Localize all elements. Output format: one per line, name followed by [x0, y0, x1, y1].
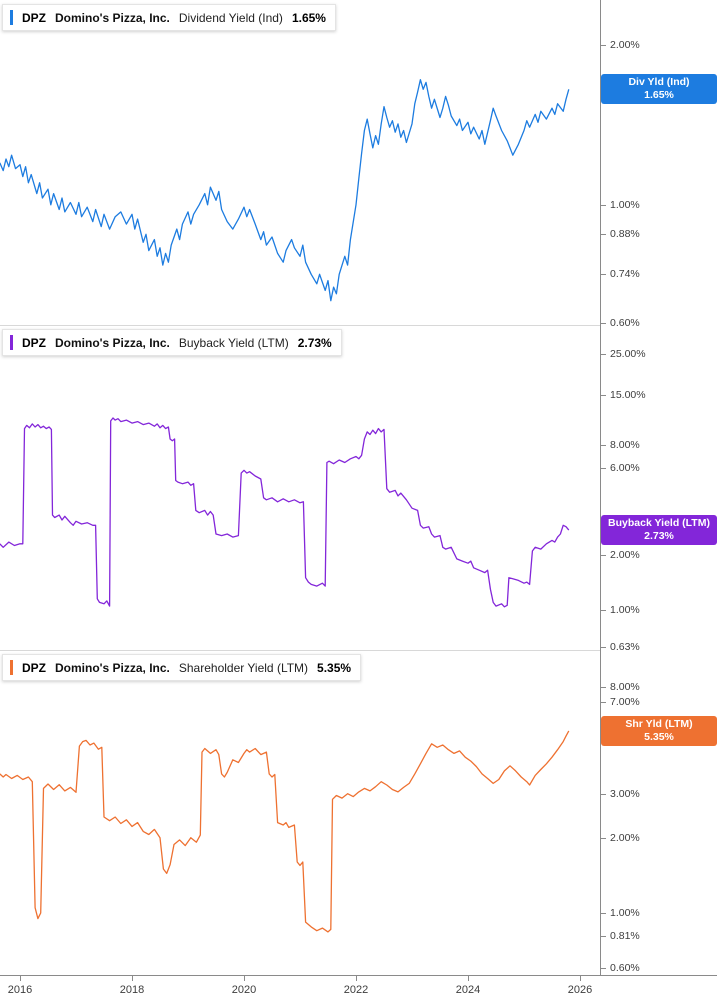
x-axis-tick [580, 976, 581, 981]
buyback-yield-panel: DPZ Domino's Pizza, Inc. Buyback Yield (… [0, 325, 600, 650]
metric-value-label: 2.73% [297, 335, 332, 350]
y-axis-tick-label: 0.60% [601, 961, 640, 975]
legend-buyback-yield[interactable]: DPZ Domino's Pizza, Inc. Buyback Yield (… [2, 329, 342, 356]
x-axis-tick [131, 976, 133, 981]
legend-color-bar [10, 660, 13, 675]
x-axis-label: 2026 [567, 984, 593, 996]
series-line [0, 79, 570, 302]
metric-value-label: 5.35% [317, 660, 352, 675]
buyback-yield-line-chart[interactable] [0, 325, 600, 650]
ticker-label: DPZ [22, 10, 46, 25]
x-axis-label: 2018 [119, 984, 145, 996]
x-axis-label: 2022 [343, 984, 369, 996]
ticker-label: DPZ [22, 660, 46, 675]
buyback-yield-value-badge: Buyback Yield (LTM) 2.73% [601, 515, 717, 546]
legend-color-bar [10, 335, 13, 350]
y-axis-tick-label: 0.81% [601, 929, 640, 943]
x-axis-tick [468, 976, 469, 981]
y-axis-tick-label: 2.00% [601, 548, 640, 562]
y-axis-tick-label: 2.00% [601, 38, 640, 52]
company-name-label: Domino's Pizza, Inc. [55, 335, 170, 350]
x-axis-tick [19, 976, 21, 981]
panel-separator [0, 650, 600, 651]
x-axis-tick [356, 976, 357, 981]
dividend-yield-line-chart[interactable] [0, 0, 600, 325]
legend-shareholder-yield[interactable]: DPZ Domino's Pizza, Inc. Shareholder Yie… [2, 654, 362, 681]
metric-name-label: Shareholder Yield (LTM) [178, 660, 309, 675]
ticker-label: DPZ [22, 335, 46, 350]
panel-separator [0, 325, 600, 326]
x-axis-label: 2016 [7, 984, 33, 996]
badge-value-label: 5.35% [644, 730, 674, 743]
shareholder-yield-value-badge: Shr Yld (LTM) 5.35% [601, 715, 717, 746]
y-axis-tick-label: 8.00% [601, 438, 640, 452]
metric-name-label: Buyback Yield (LTM) [178, 335, 289, 350]
legend-color-bar [10, 10, 13, 25]
badge-metric-label: Div Yld (Ind) [628, 76, 690, 89]
series-line [0, 730, 570, 933]
y-axis-tick-label: 25.00% [601, 347, 646, 361]
y-axis-tick-label: 7.00% [601, 695, 640, 709]
y-axis-tick-label: 2.00% [601, 831, 640, 845]
x-axis: 2016 2018 2020 2022 2024 2026 [0, 975, 717, 1005]
company-name-label: Domino's Pizza, Inc. [55, 660, 170, 675]
metric-name-label: Dividend Yield (Ind) [178, 10, 283, 25]
metric-value-label: 1.65% [291, 10, 326, 25]
y-axis-tick-label: 6.00% [601, 461, 640, 475]
dividend-yield-panel: DPZ Domino's Pizza, Inc. Dividend Yield … [0, 0, 600, 325]
series-line [0, 417, 570, 608]
badge-metric-label: Shr Yld (LTM) [625, 717, 693, 730]
badge-metric-label: Buyback Yield (LTM) [608, 517, 710, 530]
y-axis-tick-label: 1.00% [601, 198, 640, 212]
y-axis-tick-label: 1.00% [601, 906, 640, 920]
dividend-yield-value-badge: Div Yld (Ind) 1.65% [601, 74, 717, 105]
y-axis-tick-label: 1.00% [601, 603, 640, 617]
x-axis-label: 2020 [231, 984, 257, 996]
y-axis-tick-label: 0.74% [601, 267, 640, 281]
x-axis-tick [243, 976, 245, 981]
y-axis-tick-label: 3.00% [601, 787, 640, 801]
shareholder-yield-line-chart[interactable] [0, 650, 600, 975]
y-axis-tick-label: 0.60% [601, 316, 640, 330]
y-axis-column: Div Yld (Ind) 1.65% Buyback Yield (LTM) … [600, 0, 717, 975]
y-axis-tick-label: 0.88% [601, 227, 640, 241]
y-axis-tick-label: 0.63% [601, 640, 640, 654]
badge-value-label: 1.65% [644, 89, 674, 102]
x-axis-label: 2024 [455, 984, 481, 996]
y-axis-tick-label: 8.00% [601, 680, 640, 694]
company-name-label: Domino's Pizza, Inc. [55, 10, 170, 25]
legend-dividend-yield[interactable]: DPZ Domino's Pizza, Inc. Dividend Yield … [2, 4, 336, 31]
badge-value-label: 2.73% [644, 530, 674, 543]
y-axis-tick-label: 15.00% [601, 388, 646, 402]
shareholder-yield-panel: DPZ Domino's Pizza, Inc. Shareholder Yie… [0, 650, 600, 975]
